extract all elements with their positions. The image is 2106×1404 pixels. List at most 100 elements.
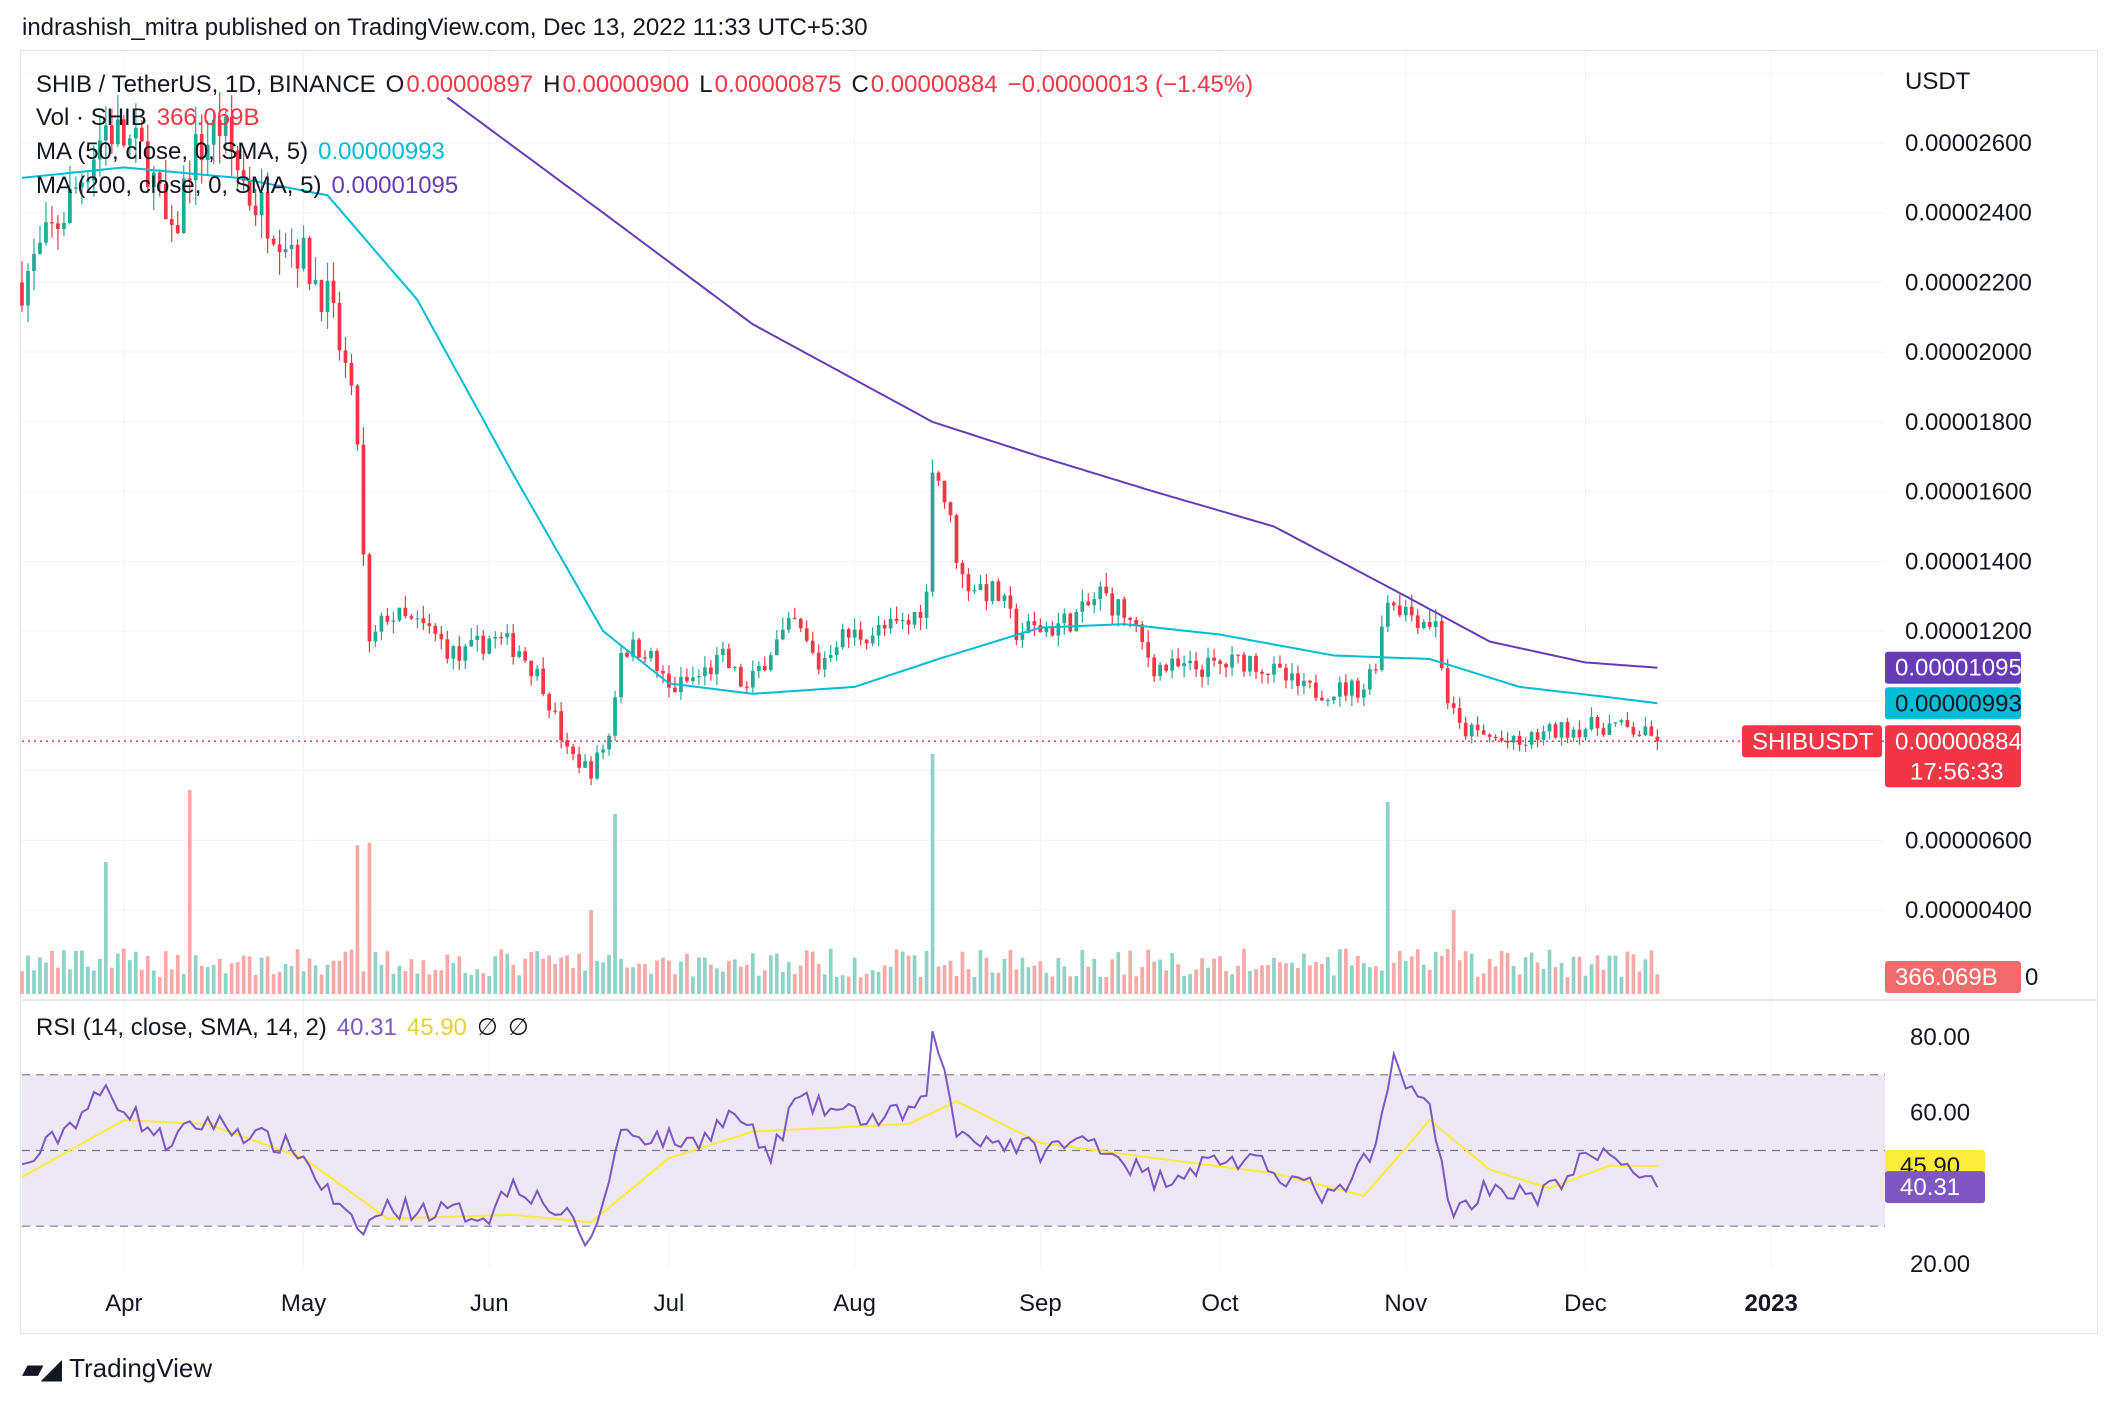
volume-bar xyxy=(349,949,354,994)
volume-bar xyxy=(882,965,887,994)
volume-bar xyxy=(493,956,498,994)
volume-bar xyxy=(1379,970,1384,994)
ma200-label: MA (200, close, 0, SMA, 5) xyxy=(36,172,322,199)
candle-body xyxy=(703,667,707,677)
rsi-na-2: ∅ xyxy=(507,1014,529,1041)
candle-body xyxy=(56,223,60,230)
candle-body xyxy=(1565,721,1570,738)
rsi-legend: RSI (14, close, SMA, 14, 2) 40.31 45.90 ∅ ∅ xyxy=(36,1013,539,1043)
volume-bar xyxy=(1607,955,1612,994)
candle-body xyxy=(247,180,252,206)
candle-body xyxy=(738,667,743,687)
symbol-label: SHIB / TetherUS, 1D, BINANCE xyxy=(36,71,376,98)
candle-body xyxy=(1523,744,1528,746)
candle-body xyxy=(1338,682,1342,697)
candle-body xyxy=(1122,599,1127,618)
ma50-price-tag: 0.00000993 xyxy=(1895,690,2022,717)
currency-label: USDT xyxy=(1905,68,1971,95)
candle-body xyxy=(900,620,905,622)
candle-body xyxy=(589,761,593,779)
volume-bar xyxy=(1314,962,1318,994)
candle-body xyxy=(1116,599,1121,616)
volume-bar xyxy=(738,966,743,994)
volume-bar xyxy=(1625,951,1630,994)
volume-bar xyxy=(1266,965,1270,994)
time-tick-label: Jul xyxy=(654,1290,685,1317)
volume-bar xyxy=(1553,967,1558,994)
candle-body xyxy=(810,640,815,653)
candle-body xyxy=(1134,619,1139,625)
candle-body xyxy=(1146,642,1151,658)
candle-body xyxy=(792,618,797,620)
candle-body xyxy=(1625,720,1630,727)
candle-body xyxy=(265,192,270,239)
candle-body xyxy=(1242,654,1246,672)
volume-bar xyxy=(888,966,893,994)
candle-body xyxy=(906,620,911,625)
tradingview-logo[interactable]: ▰◢ TradingView xyxy=(22,1352,212,1385)
chart-frame[interactable] xyxy=(20,50,2098,1334)
candle-body xyxy=(1487,734,1492,737)
candle-body xyxy=(864,639,869,644)
candle-body xyxy=(1541,731,1546,740)
volume-bar xyxy=(1355,955,1360,994)
volume-bar xyxy=(1487,958,1492,994)
candle-body xyxy=(607,735,611,750)
volume-bar xyxy=(906,955,911,994)
volume-bar xyxy=(1218,956,1222,994)
volume-bar xyxy=(499,949,504,994)
high-label: H xyxy=(543,71,561,98)
tradingview-logo-icon: ▰◢ xyxy=(22,1353,62,1384)
volume-bar xyxy=(1344,948,1348,994)
candle-body xyxy=(655,651,659,671)
volume-bar xyxy=(1565,977,1570,994)
ma200-line xyxy=(446,96,1658,669)
rsi-label: RSI (14, close, SMA, 14, 2) xyxy=(36,1014,327,1041)
volume-bar xyxy=(643,964,647,994)
volume-bar xyxy=(1176,964,1180,994)
volume-bar xyxy=(709,964,713,994)
volume-bar xyxy=(1122,974,1127,994)
candle-body xyxy=(583,761,587,768)
volume-bar xyxy=(104,862,108,994)
candle-body xyxy=(571,746,575,755)
candle-body xyxy=(888,618,893,629)
candle-body xyxy=(1092,599,1097,606)
candle-body xyxy=(595,752,599,779)
volume-bar xyxy=(1332,975,1336,994)
candle-body xyxy=(475,635,480,640)
volume-bar xyxy=(68,969,72,994)
candle-body xyxy=(1577,729,1582,738)
volume-bar xyxy=(319,974,324,994)
volume-bar xyxy=(589,910,593,994)
candle-body xyxy=(1044,627,1049,633)
volume-bar xyxy=(1260,965,1264,994)
candle-body xyxy=(433,626,438,634)
volume-bar xyxy=(1290,962,1294,994)
volume-bar xyxy=(1110,959,1115,994)
candle-body xyxy=(1320,697,1324,701)
volume-bar xyxy=(1385,802,1390,994)
candle-body xyxy=(1314,682,1318,698)
volume-bar xyxy=(1338,949,1342,994)
volume-bar xyxy=(295,949,300,994)
candle-body xyxy=(649,651,653,659)
volume-bar xyxy=(1655,974,1660,994)
volume-value: 366.069B xyxy=(156,104,260,131)
volume-bar xyxy=(331,960,336,994)
price-tick-label: 0.00000600 xyxy=(1905,827,2032,854)
volume-bar xyxy=(445,954,450,994)
candle-body xyxy=(834,647,839,655)
volume-bar xyxy=(1511,966,1516,994)
volume-bar xyxy=(271,974,276,994)
candle-body xyxy=(1499,738,1504,741)
candle-body xyxy=(565,740,569,747)
volume-bar xyxy=(421,960,426,994)
volume-bar xyxy=(20,971,24,994)
volume-bar xyxy=(1248,971,1252,994)
volume-bar xyxy=(768,955,773,994)
candle-body xyxy=(181,178,186,234)
candle-body xyxy=(1020,632,1025,640)
candle-body xyxy=(1433,621,1438,628)
